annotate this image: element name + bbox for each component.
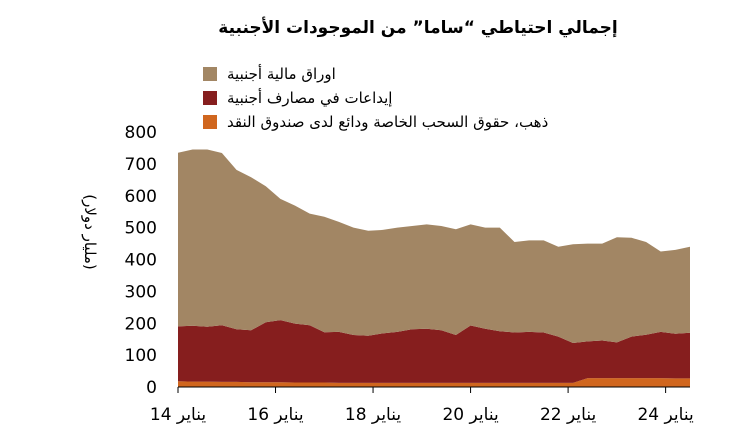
axes: 0 100 200 300 400 500 600 700 800 يناير 14 يناير 1… — [125, 123, 694, 425]
legend-swatch — [203, 115, 217, 129]
legend-label: إيداعات في مصارف أجنبية — [227, 88, 392, 108]
x-tick-label: يناير 24 — [637, 405, 693, 425]
legend-label: اوراق مالية أجنبية — [227, 64, 336, 83]
y-tick-label: 100 — [125, 346, 157, 366]
plot-areas — [178, 149, 690, 387]
x-tick-label: يناير 20 — [442, 405, 498, 425]
y-tick-label: 800 — [125, 123, 157, 143]
x-tick-label: يناير 22 — [540, 405, 596, 425]
y-tick-label: 400 — [125, 251, 157, 271]
x-tick-label: يناير 14 — [150, 405, 206, 425]
chart-title: إجمالي احتياطي “ساما” من الموجودات الأجن… — [218, 17, 617, 38]
legend-label: ذهب، حقوق السحب الخاصة ودائع لدى صندوق ا… — [227, 113, 548, 131]
area-series-1 — [178, 320, 690, 383]
y-tick-label: 600 — [125, 187, 157, 207]
area-series-0 — [178, 378, 690, 387]
y-tick-label: 0 — [146, 378, 157, 398]
y-tick-label: 300 — [125, 282, 157, 302]
x-tick-label: يناير 16 — [247, 405, 303, 425]
y-tick-label: 700 — [125, 155, 157, 175]
y-tick-label: 200 — [125, 314, 157, 334]
legend-swatch — [203, 91, 217, 105]
y-axis-label: (مليار دولار) — [81, 194, 99, 270]
area-series-2 — [178, 149, 690, 343]
legend: اوراق مالية أجنبية إيداعات في مصارف أجنبي… — [203, 64, 548, 131]
x-tick-label: يناير 18 — [345, 405, 401, 425]
y-tick-label: 500 — [125, 219, 157, 239]
legend-swatch — [203, 67, 217, 81]
